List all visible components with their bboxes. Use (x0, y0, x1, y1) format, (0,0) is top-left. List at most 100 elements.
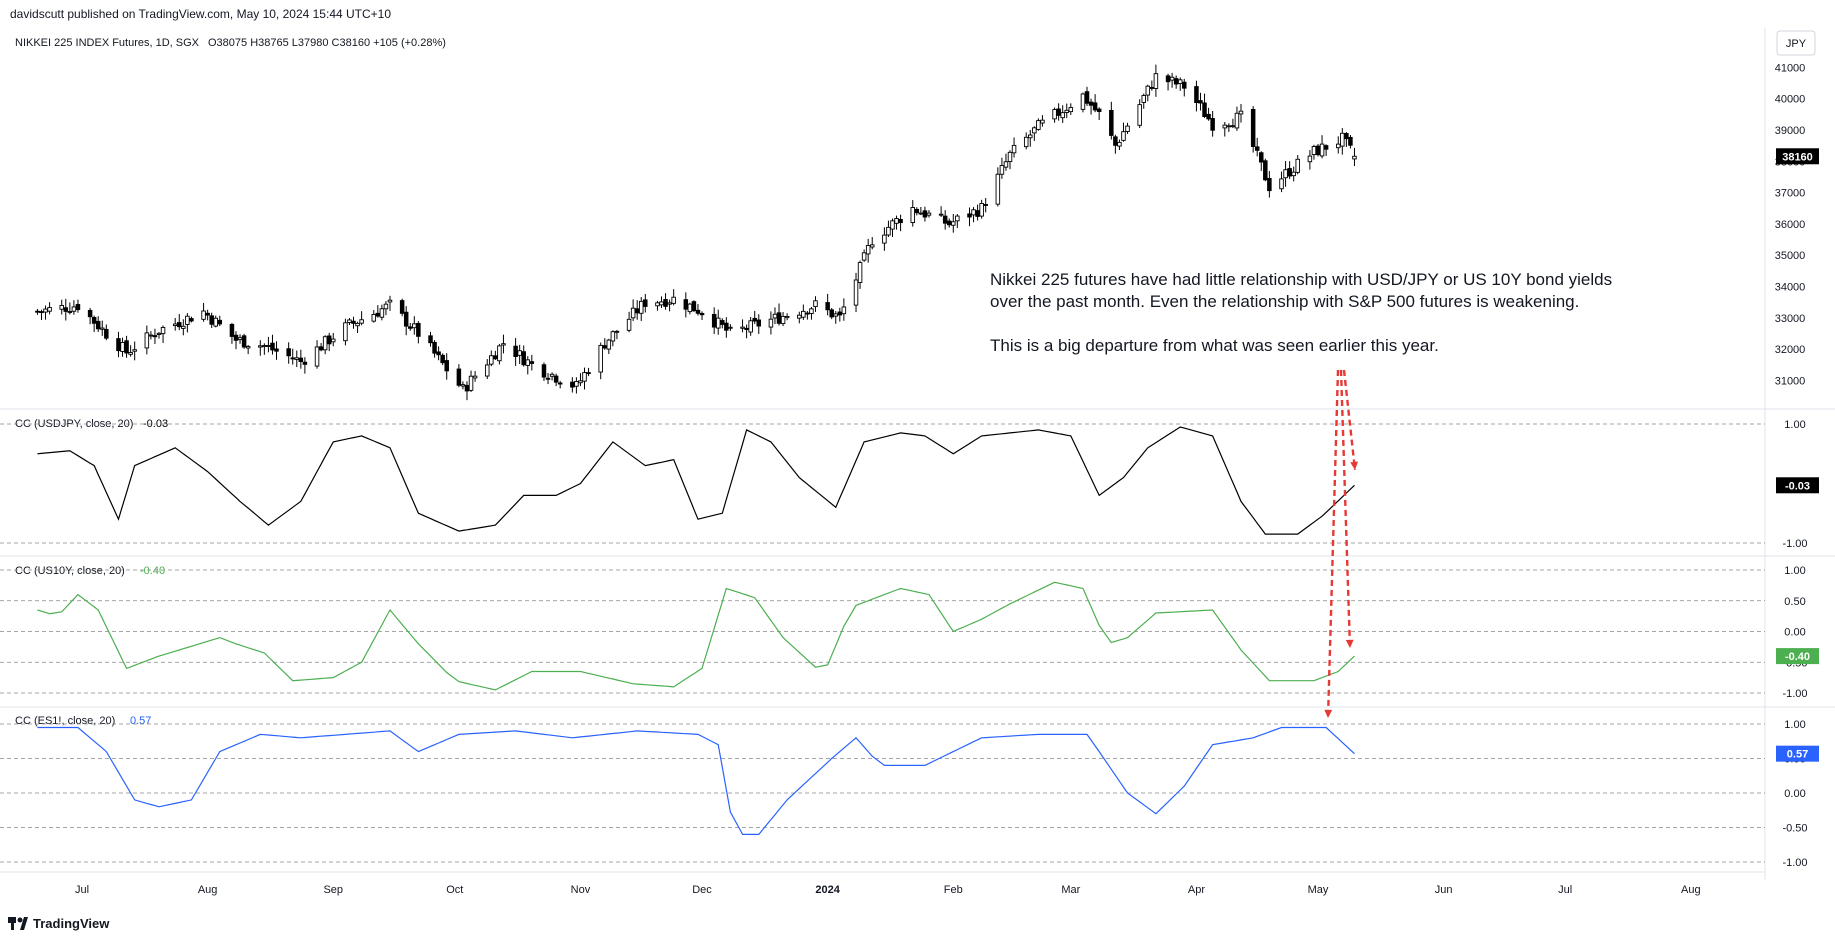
candle-body (1319, 143, 1325, 157)
candle-body (894, 218, 899, 224)
candle-body (979, 203, 984, 217)
candle-body (638, 300, 644, 314)
candle-body (407, 326, 413, 329)
candle-body (132, 349, 137, 352)
candle-body (545, 377, 551, 380)
candle-body (177, 322, 182, 328)
candle-body (233, 334, 239, 341)
tradingview-logo[interactable]: TradingView (8, 916, 110, 931)
candle-body (570, 381, 575, 388)
indicator-axis-tick: 0.00 (1784, 627, 1805, 639)
candle-body (1109, 110, 1114, 136)
candle-body (659, 301, 664, 306)
candle-body (829, 309, 834, 318)
candle-body (983, 204, 988, 206)
main-chart-title: NIKKEI 225 INDEX Futures, 1D, SGX (15, 37, 200, 49)
candle-body (59, 305, 64, 310)
candle-body (237, 337, 243, 341)
candle-body (1238, 110, 1244, 115)
candle-body (47, 307, 52, 312)
currency-button[interactable]: JPY (1776, 30, 1816, 56)
candle-body (270, 342, 275, 351)
candle-body (926, 212, 932, 216)
annotation-line-3: This is a big departure from what was se… (990, 336, 1439, 355)
publisher-text: davidscutt published on TradingView.com,… (10, 7, 391, 21)
candle-body (160, 326, 166, 335)
last-value-badge (1776, 745, 1819, 762)
candle-body (1287, 168, 1292, 177)
candle-body (541, 364, 547, 378)
candle-body (1323, 145, 1329, 150)
candle-body (517, 350, 522, 356)
tradingview-logo-text: TradingView (33, 916, 110, 931)
price-axis-tick: 37000 (1775, 188, 1806, 200)
candle-body (213, 317, 218, 327)
candle-body (728, 326, 733, 329)
candle-body (1210, 118, 1215, 131)
candle-body (837, 311, 843, 316)
candle-body (67, 311, 73, 313)
candle-body (460, 384, 466, 387)
x-axis-label: Oct (446, 884, 463, 896)
candle-body (399, 300, 405, 314)
candle-body (1023, 136, 1029, 148)
candle-body (100, 327, 105, 330)
candle-body (784, 316, 790, 319)
candle-body (412, 323, 417, 329)
candle-body (87, 309, 93, 318)
x-axis-label: Mar (1061, 884, 1080, 896)
candle-body (853, 279, 859, 306)
candle-body (383, 303, 389, 310)
candle-body (144, 332, 150, 349)
candle-body (610, 331, 616, 342)
candle-body (752, 317, 757, 322)
candle-body (456, 368, 462, 386)
candle-body (440, 354, 445, 364)
us10y-pane-value: -0.40 (140, 565, 165, 577)
candle-body (720, 320, 725, 325)
candle-body (120, 341, 125, 352)
candle-body (922, 210, 928, 218)
candle-body (1121, 131, 1126, 141)
x-axis-label: May (1308, 884, 1329, 896)
annotation-line-1: Nikkei 225 futures have had little relat… (990, 270, 1612, 289)
price-axis-tick: 36000 (1775, 219, 1806, 231)
candle-body (671, 296, 676, 304)
price-axis-tick: 41000 (1775, 62, 1806, 74)
candle-body (1169, 76, 1175, 81)
candle-body (683, 299, 689, 310)
candle-body (209, 315, 214, 325)
x-axis-label: Jun (1435, 884, 1453, 896)
candle-body (1028, 134, 1033, 139)
candle-body (472, 375, 478, 379)
candle-body (116, 338, 121, 352)
candle-body (1315, 145, 1321, 156)
candle-body (578, 380, 583, 384)
last-value-badge (1776, 648, 1819, 665)
candle-body (229, 323, 235, 337)
x-axis-label: Apr (1188, 884, 1205, 896)
candle-body (436, 351, 441, 356)
last-price-label: 38160 (1782, 151, 1813, 163)
x-axis-label: Jul (1558, 884, 1572, 896)
candle-body (667, 302, 672, 305)
candle-body (501, 343, 506, 346)
x-axis-label: Feb (944, 884, 963, 896)
candle-body (403, 311, 409, 327)
candle-body (1340, 132, 1345, 147)
candle-body (468, 375, 474, 391)
candle-body (347, 319, 352, 323)
last-value-label: -0.40 (1785, 651, 1810, 663)
candle-body (379, 308, 385, 318)
candles (35, 64, 1357, 401)
last-value-label: -0.03 (1785, 480, 1810, 492)
candle-body (890, 220, 895, 230)
candle-body (918, 212, 924, 215)
candle-body (869, 244, 875, 248)
candle-body (464, 384, 470, 392)
candle-body (124, 340, 129, 354)
price-axis-tick: 34000 (1775, 281, 1806, 293)
candle-body (432, 341, 437, 354)
indicator-axis-tick: -1.00 (1782, 857, 1807, 869)
